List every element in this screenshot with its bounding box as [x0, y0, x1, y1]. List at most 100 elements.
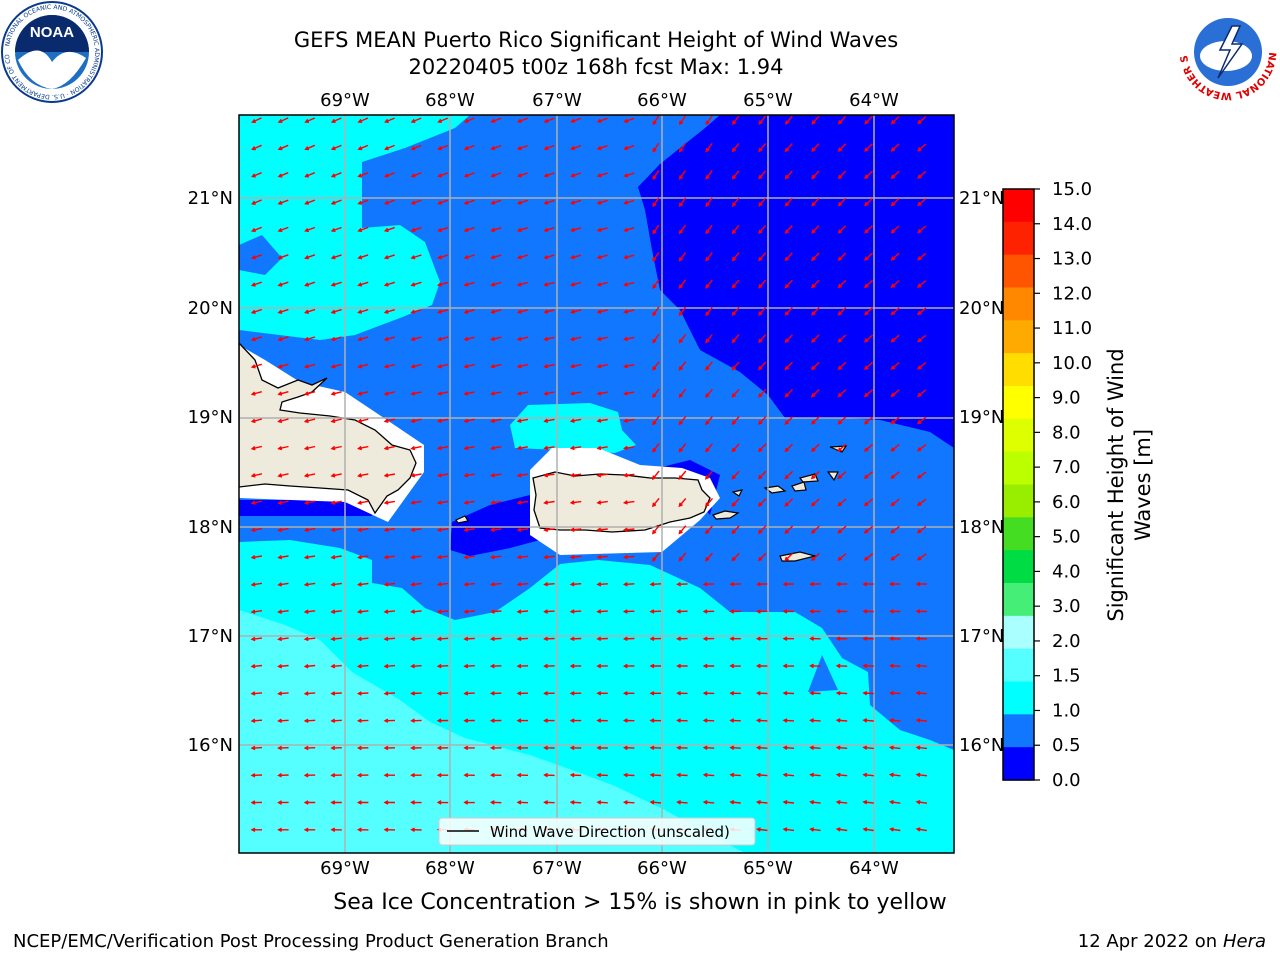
wave-arrow — [731, 279, 740, 289]
colorbar-band-6 — [1003, 386, 1034, 420]
wave-arrow — [277, 418, 289, 424]
wave-arrow — [622, 554, 635, 560]
wave-arrow — [835, 609, 848, 614]
wave-arrow — [623, 281, 635, 287]
wave-arrow — [888, 718, 901, 723]
wave-arrow — [250, 582, 263, 587]
wave-arrow — [250, 336, 263, 342]
wave-arrow — [356, 827, 369, 833]
wave-arrow — [383, 172, 395, 178]
wave-arrow — [649, 745, 662, 751]
wave-arrow — [809, 772, 821, 778]
wave-arrow — [784, 225, 793, 234]
wave-arrow — [649, 772, 662, 778]
wave-arrow — [702, 745, 715, 750]
wave-arrow — [623, 254, 635, 260]
wind-wave-arrows — [250, 115, 928, 833]
wave-arrow — [490, 199, 502, 205]
wave-arrow — [729, 718, 741, 723]
wave-arrow — [356, 800, 369, 805]
wave-arrow — [784, 170, 793, 180]
wave-arrow — [835, 636, 848, 641]
wave-arrow — [782, 718, 795, 723]
colorbar-tick-label: 8.0 — [1052, 422, 1081, 443]
wave-arrow — [516, 309, 528, 314]
colorbar-band-9 — [1003, 484, 1034, 518]
wave-arrow — [410, 281, 422, 287]
wave-arrow — [702, 772, 715, 778]
wave-arrow — [463, 473, 475, 478]
wave-arrow — [888, 690, 901, 696]
wave-arrow — [784, 525, 794, 535]
wave-arrow — [837, 443, 847, 452]
wave-arrow — [304, 117, 316, 123]
wave-arrow — [623, 309, 635, 314]
wave-arrow — [809, 581, 821, 587]
wave-arrow — [277, 718, 289, 724]
wave-arrow — [731, 334, 740, 344]
wave-arrow — [810, 470, 820, 480]
wave-arrow — [250, 254, 262, 260]
wave-arrow — [862, 772, 874, 778]
colorbar-tick-label: 3.0 — [1052, 596, 1081, 617]
lon-tick-top-69w: 69°W — [320, 90, 370, 111]
wave-arrow — [755, 609, 768, 614]
wave-arrow — [410, 527, 422, 533]
wave-arrow — [304, 144, 316, 151]
wave-arrow — [702, 636, 715, 642]
wave-arrow — [516, 500, 529, 505]
colorbar-tick-label: 11.0 — [1052, 318, 1092, 339]
wave-arrow — [383, 199, 395, 205]
wave-arrow — [357, 445, 369, 451]
colorbar-band-12 — [1003, 583, 1034, 617]
wave-arrow — [835, 745, 848, 750]
wave-arrow — [250, 691, 263, 696]
wave-arrow — [304, 254, 316, 260]
wave-arrow — [570, 281, 582, 287]
wave-arrow — [916, 280, 927, 288]
wave-arrow — [623, 227, 635, 232]
wave-arrow — [410, 636, 422, 642]
wave-arrow — [516, 745, 528, 751]
wave-arrow — [811, 334, 820, 343]
wave-arrow — [516, 554, 529, 560]
wave-arrow — [489, 582, 502, 587]
wave-arrow — [811, 279, 820, 289]
wave-arrow — [383, 609, 396, 614]
contour-0.0-0.5-hispaniola — [239, 500, 372, 516]
wave-arrow — [651, 470, 660, 481]
wave-arrow — [758, 170, 767, 180]
wave-arrow — [888, 772, 901, 778]
wave-arrow — [516, 199, 528, 205]
wave-arrow — [863, 498, 874, 507]
wave-arrow — [758, 306, 767, 316]
wave-arrow — [277, 363, 289, 369]
wave-arrow — [758, 279, 767, 289]
wave-arrow — [731, 197, 740, 207]
wave-arrow — [731, 552, 740, 562]
wave-arrow — [463, 117, 475, 123]
wave-arrow — [463, 745, 475, 751]
wave-arrow — [436, 745, 449, 751]
wave-arrow — [277, 609, 289, 614]
wave-arrow — [410, 199, 422, 205]
wave-arrow — [678, 361, 687, 371]
wave-arrow — [678, 306, 687, 317]
wave-arrow — [917, 198, 927, 207]
wave-arrow — [678, 115, 686, 126]
colorbar-tick-label: 5.0 — [1052, 527, 1081, 548]
wave-arrow — [678, 388, 687, 399]
wave-arrow — [649, 718, 662, 723]
wave-arrow — [757, 552, 767, 562]
wave-arrow — [837, 334, 847, 343]
wave-arrow — [757, 470, 767, 480]
wave-arrow — [330, 144, 342, 151]
wave-arrow — [490, 336, 502, 342]
land-st-john — [791, 481, 807, 492]
wave-arrow — [569, 582, 582, 587]
wave-arrow — [357, 418, 369, 423]
wave-arrow — [516, 609, 529, 614]
wave-arrow — [835, 663, 848, 669]
wave-arrow — [837, 170, 847, 180]
